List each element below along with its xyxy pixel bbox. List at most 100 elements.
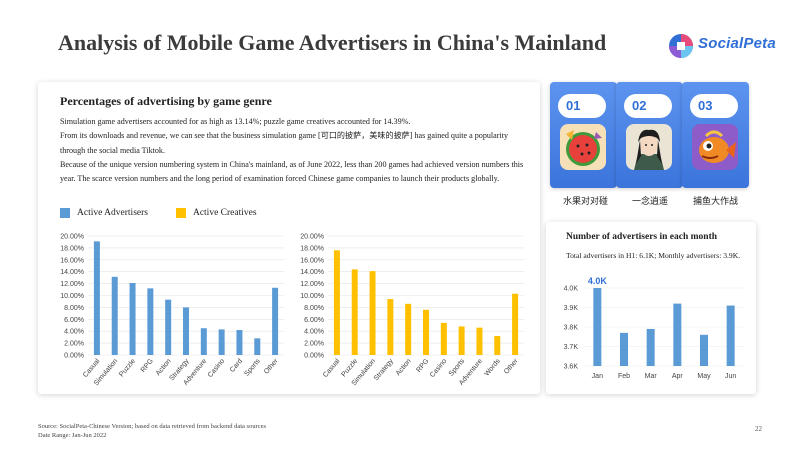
game-tile-2[interactable]: 02 [616, 82, 683, 188]
bar [700, 334, 708, 366]
x-tick-label: RPG [140, 358, 155, 374]
x-tick-label: Mar [645, 373, 658, 380]
bar [236, 330, 243, 355]
x-tick-label: Casino [207, 358, 226, 379]
game-tile-3[interactable]: 03 [682, 82, 749, 188]
x-tick-label: Sports [243, 357, 262, 377]
bar [147, 288, 154, 355]
bar [254, 338, 261, 355]
x-tick-label: RPG [415, 358, 430, 374]
y-tick-label: 16.00% [60, 257, 84, 264]
y-tick-label: 0.00% [304, 353, 324, 360]
x-tick-label: Words [484, 357, 503, 377]
bar [369, 271, 376, 355]
legend-label: Active Creatives [192, 208, 257, 218]
rank-badge: 03 [690, 94, 738, 118]
page-number: 22 [755, 425, 762, 433]
y-tick-label: 6.00% [304, 317, 324, 324]
watermelon-icon [560, 124, 606, 170]
bar [458, 326, 465, 355]
description-paragraph: From its downloads and revenue, we can s… [60, 131, 508, 155]
game-tile-1[interactable]: 01 [550, 82, 617, 188]
month-description: Total advertisers in H1: 6.1K; Monthly a… [566, 251, 741, 260]
bar [183, 307, 189, 355]
x-tick-label: Strategy [373, 357, 395, 382]
y-tick-label: 3.7K [564, 344, 579, 351]
y-tick-label: 12.00% [60, 281, 84, 288]
x-tick-label: Jan [592, 373, 603, 380]
bar [351, 269, 358, 355]
monthly-bar-chart: 3.6K 3.7K 3.8K 3.9K 4.0K Jan 4.0K Feb Mar Apr May J… [564, 276, 744, 380]
x-tick-label: Casual [322, 357, 342, 379]
bar [620, 332, 628, 366]
y-tick-label: 10.00% [300, 293, 324, 300]
bar [111, 276, 118, 355]
x-tick-label: Feb [618, 373, 630, 380]
legend-swatch [175, 208, 186, 218]
y-tick-label: 6.00% [64, 317, 84, 324]
month-chart-title: Number of advertisers in each month [566, 232, 718, 242]
bar [272, 287, 279, 355]
bar [405, 303, 412, 355]
rank-badge: 02 [624, 94, 672, 118]
bar [218, 329, 225, 355]
monthly-advertisers-card: Number of advertisers in each month Tota… [546, 222, 756, 394]
description-paragraph: Simulation game advertisers accounted fo… [60, 117, 411, 126]
y-tick-label: 2.00% [64, 341, 84, 348]
legend-swatch [60, 208, 70, 218]
y-tick-label: 12.00% [300, 281, 324, 288]
y-tick-label: 2.00% [304, 341, 324, 348]
genre-card: Percentages of advertising by game genre… [38, 82, 540, 394]
date-range: Date Range: Jan-Jun 2022 [38, 431, 107, 439]
bar [440, 322, 447, 355]
x-tick-label: May [697, 373, 711, 380]
character-icon [626, 124, 672, 170]
y-tick-label: 20.00% [300, 234, 324, 241]
source-note: Source: SocialPeta-Chinese Version; base… [38, 423, 267, 430]
x-tick-label: Action [395, 358, 413, 377]
legend: Active Advertisers Active Creatives [60, 208, 285, 218]
rank-badge: 01 [558, 94, 606, 118]
x-tick-label: Card [229, 358, 244, 374]
bar [593, 288, 602, 366]
description-paragraph: Because of the unique version numbering … [60, 159, 524, 184]
game-name: 水果对对碰 [563, 196, 609, 206]
footer: Source: SocialPeta-Chinese Version; base… [38, 423, 266, 440]
bar [423, 309, 429, 355]
bar [726, 305, 735, 366]
description: Simulation game advertisers accounted fo… [60, 115, 528, 186]
bar [165, 299, 172, 355]
advertisers-bar-chart: 0.00% 2.00% 4.00% 6.00% 8.00% 10.00% 12.00% 14.… [60, 234, 284, 387]
bar [646, 328, 655, 366]
y-tick-label: 8.00% [64, 305, 84, 312]
x-tick-label: Puzzle [118, 358, 137, 379]
legend-item-creatives: Active Creatives [175, 208, 257, 218]
bar [512, 293, 519, 355]
game-name: 一念逍遥 [632, 196, 669, 206]
y-tick-label: 3.6K [564, 364, 579, 371]
game-name: 捕鱼大作战 [693, 196, 739, 206]
creatives-bar-chart: 0.00% 2.00% 4.00% 6.00% 8.00% 10.00% 12.00% 14.… [300, 234, 524, 387]
section-title: Percentages of advertising by game genre [60, 94, 272, 108]
y-tick-label: 14.00% [300, 269, 324, 276]
fish-icon [692, 124, 738, 170]
y-tick-label: 0.00% [64, 353, 84, 360]
y-tick-label: 4.00% [64, 329, 84, 336]
socialpeta-logo-icon [669, 34, 693, 58]
y-tick-label: 14.00% [60, 269, 84, 276]
y-tick-label: 3.8K [564, 325, 579, 332]
bar [673, 303, 682, 366]
y-tick-label: 4.00% [304, 329, 324, 336]
bar [387, 299, 394, 355]
bar [200, 328, 207, 355]
x-tick-label: Other [263, 357, 280, 375]
logo: SocialPeta [668, 33, 783, 59]
legend-item-advertisers: Active Advertisers [60, 208, 148, 218]
page-title: Analysis of Mobile Game Advertisers in C… [58, 30, 607, 55]
x-tick-label: Apr [672, 373, 684, 380]
y-tick-label: 18.00% [60, 245, 84, 252]
bar [333, 250, 340, 355]
bar [93, 241, 100, 355]
y-tick-label: 18.00% [300, 245, 324, 252]
y-tick-label: 16.00% [300, 257, 324, 264]
